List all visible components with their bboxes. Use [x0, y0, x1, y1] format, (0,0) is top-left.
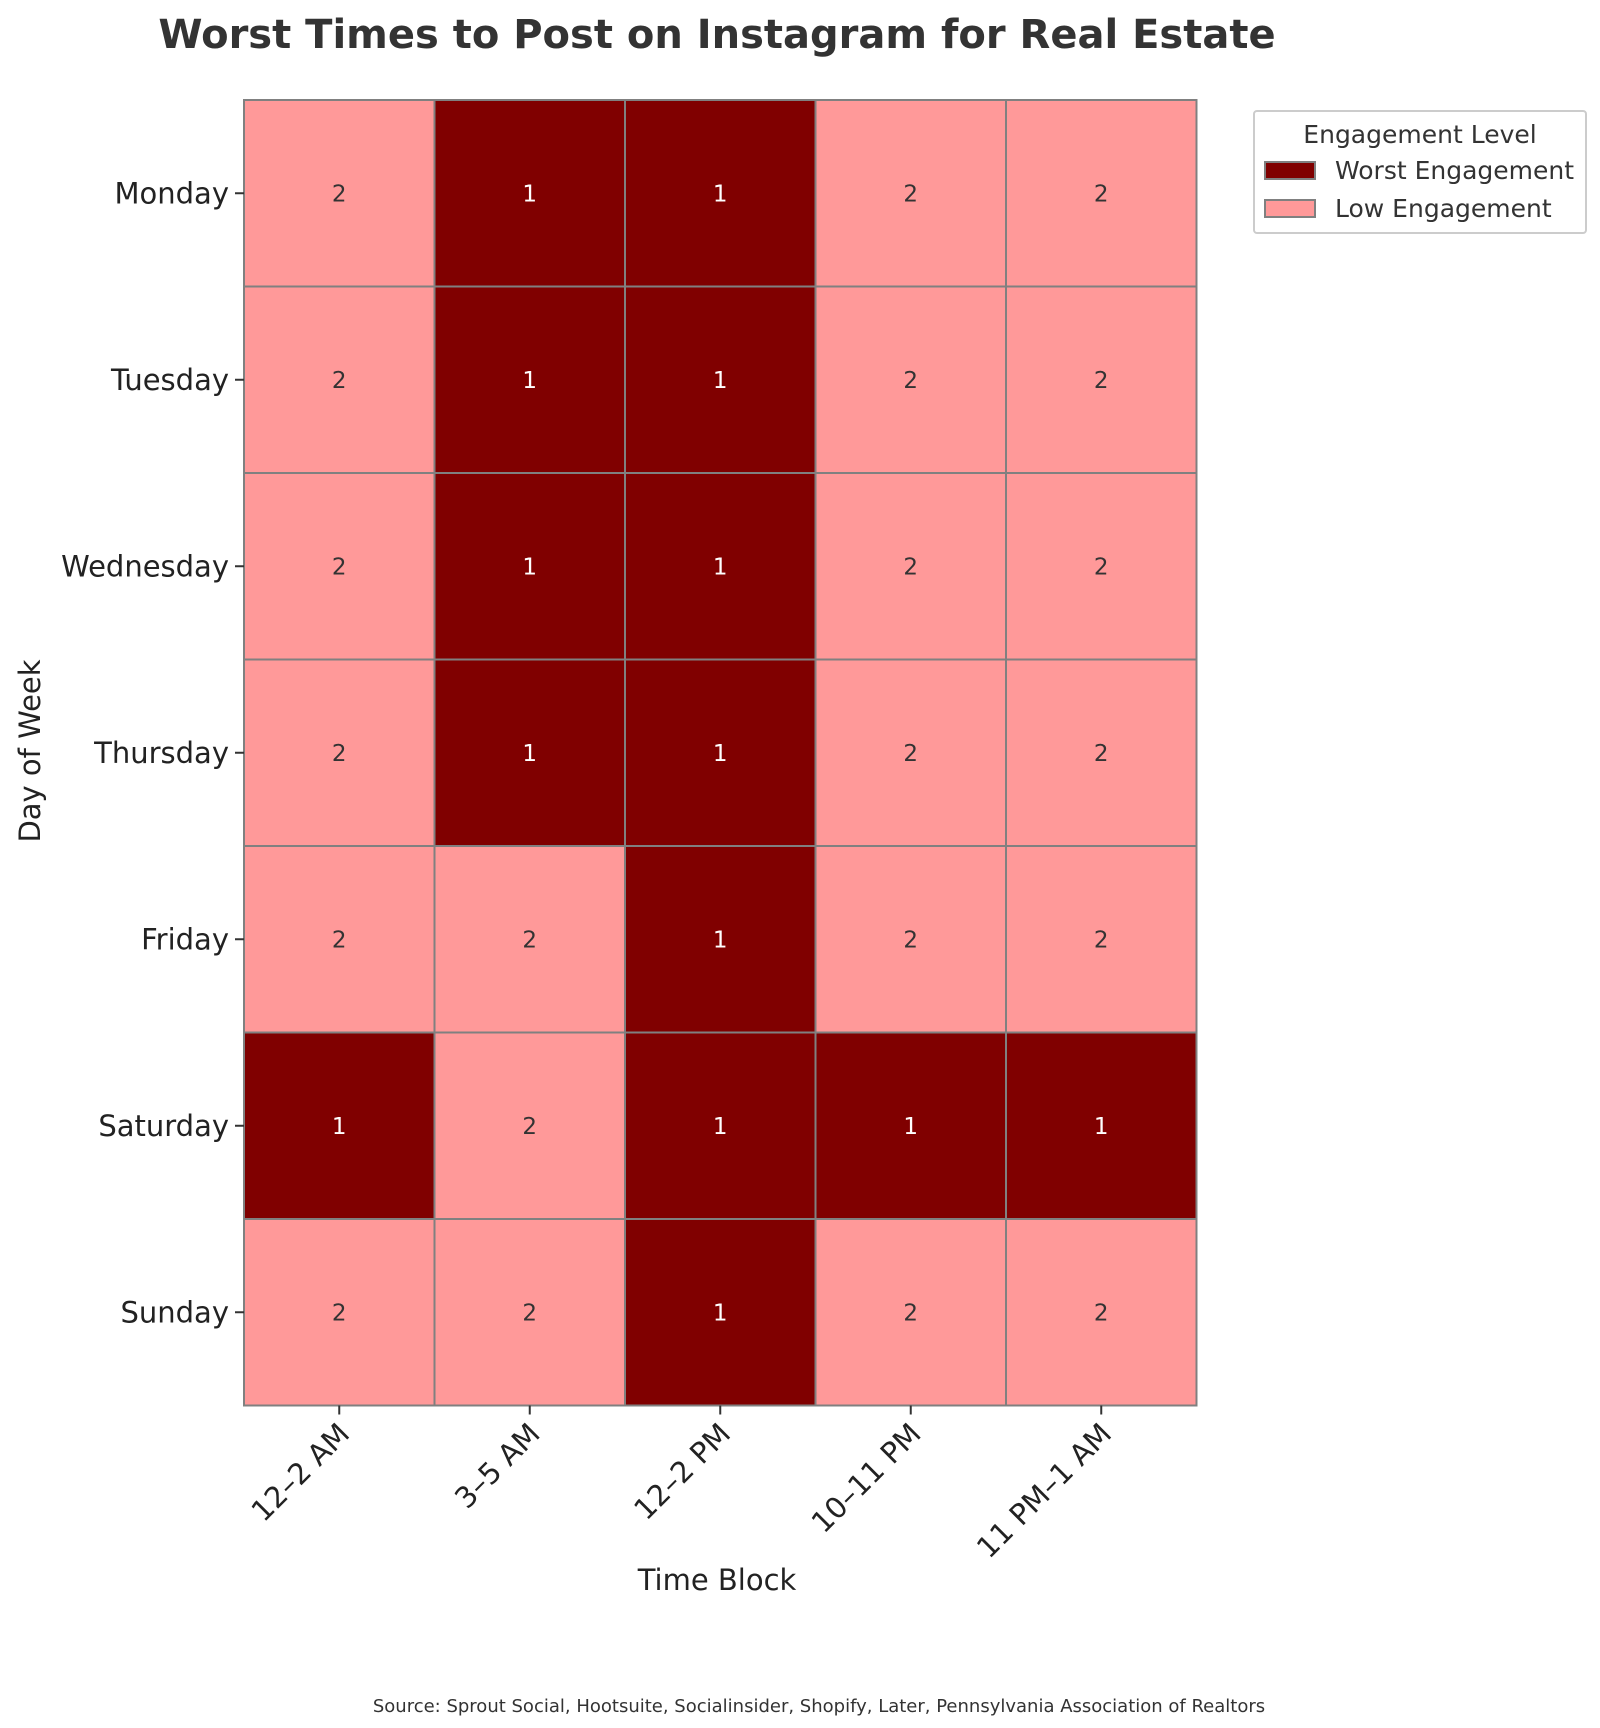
heatmap-cell	[433, 472, 626, 661]
y-tick-label: Wednesday	[61, 549, 229, 583]
heatmap-cell	[814, 1031, 1007, 1220]
heatmap-cell	[243, 99, 436, 288]
heatmap-cell	[1005, 845, 1198, 1034]
cell-value-label: 2	[1094, 927, 1109, 953]
heatmap-cell	[624, 472, 817, 661]
cell-value-label: 2	[1094, 368, 1109, 394]
heatmap-cell	[1005, 285, 1198, 474]
heatmap-cell	[1005, 472, 1198, 661]
cell-value-label: 1	[332, 1114, 347, 1140]
y-tick-label: Friday	[141, 922, 229, 956]
x-tick-label: 10–11 PM	[805, 1416, 928, 1539]
cell-value-label: 1	[522, 554, 537, 580]
x-axis-label: Time Block	[637, 1563, 797, 1597]
cell-value-label: 2	[903, 741, 918, 767]
y-axis-label: Day of Week	[13, 659, 47, 842]
cell-value-label: 1	[713, 1114, 728, 1140]
cell-value-label: 2	[332, 554, 347, 580]
x-tick-label: 11 PM–1 AM	[970, 1416, 1118, 1564]
source-note: Source: Sprout Social, Hootsuite, Social…	[373, 1696, 1265, 1717]
heatmap-cell	[433, 845, 626, 1034]
cell-value-label: 2	[332, 181, 347, 207]
heatmap-cell	[1005, 658, 1198, 847]
cell-value-label: 2	[522, 1300, 537, 1326]
cell-value-label: 2	[332, 1300, 347, 1326]
heatmap-cell	[243, 1218, 436, 1407]
heatmap-cell	[624, 1031, 817, 1220]
heatmap-cells: 2 1 1 2 2 2 1 1 2 2 2 1 1 2 2 2 1 1 2 2 2 2 1 2 2 1 2 1 1 1 2 2 1 2 2	[243, 99, 1198, 1407]
cell-value-label: 1	[713, 368, 728, 394]
cell-value-label: 1	[713, 927, 728, 953]
cell-value-label: 2	[903, 368, 918, 394]
y-tick-label: Monday	[115, 176, 230, 210]
legend-title: Engagement Level	[1303, 120, 1536, 149]
y-tick-label: Sunday	[120, 1295, 229, 1329]
heatmap-cell	[624, 845, 817, 1034]
heatmap-cell	[1005, 99, 1198, 288]
cell-value-label: 2	[522, 927, 537, 953]
cell-value-label: 2	[1094, 181, 1109, 207]
heatmap-cell	[1005, 1218, 1198, 1407]
heatmap-cell	[433, 658, 626, 847]
cell-value-label: 2	[903, 1300, 918, 1326]
cell-value-label: 1	[713, 554, 728, 580]
x-tick-label: 3–5 AM	[448, 1416, 547, 1515]
cell-value-label: 2	[1094, 554, 1109, 580]
cell-value-label: 2	[332, 927, 347, 953]
cell-value-label: 1	[1094, 1114, 1109, 1140]
legend: Engagement Level Worst Engagement Low En…	[1253, 110, 1587, 234]
cell-value-label: 1	[522, 368, 537, 394]
legend-label-low: Low Engagement	[1335, 194, 1552, 223]
legend-swatch-worst	[1264, 161, 1316, 180]
legend-swatch-low	[1264, 199, 1316, 218]
heatmap-cell	[243, 845, 436, 1034]
cell-value-label: 2	[903, 181, 918, 207]
cell-value-label: 1	[903, 1114, 918, 1140]
x-tick-label: 12–2 AM	[245, 1416, 357, 1528]
cell-value-label: 1	[713, 741, 728, 767]
cell-value-label: 2	[903, 927, 918, 953]
cell-value-label: 2	[522, 1114, 537, 1140]
y-tick-label: Tuesday	[110, 363, 229, 397]
cell-value-label: 2	[1094, 1300, 1109, 1326]
cell-value-label: 2	[1094, 741, 1109, 767]
heatmap-cell	[624, 285, 817, 474]
heatmap-cell	[814, 472, 1007, 661]
legend-label-worst: Worst Engagement	[1335, 156, 1574, 185]
cell-value-label: 1	[522, 741, 537, 767]
y-tick-label: Saturday	[98, 1109, 229, 1143]
heatmap-cell	[243, 285, 436, 474]
cell-value-label: 1	[713, 1300, 728, 1326]
cell-value-label: 1	[522, 181, 537, 207]
cell-value-label: 2	[332, 368, 347, 394]
legend-frame	[1253, 110, 1587, 234]
cell-value-label: 2	[332, 741, 347, 767]
heatmap-cell	[814, 658, 1007, 847]
heatmap-cell	[814, 99, 1007, 288]
cell-value-label: 2	[903, 554, 918, 580]
cell-value-label: 1	[713, 181, 728, 207]
x-tick-label: 12–2 PM	[627, 1416, 737, 1526]
heatmap-cell	[433, 1031, 626, 1220]
y-tick-label: Thursday	[93, 736, 229, 770]
heatmap-cell	[624, 658, 817, 847]
chart-title: Worst Times to Post on Instagram for Rea…	[158, 12, 1275, 58]
heatmap-cell	[433, 99, 626, 288]
